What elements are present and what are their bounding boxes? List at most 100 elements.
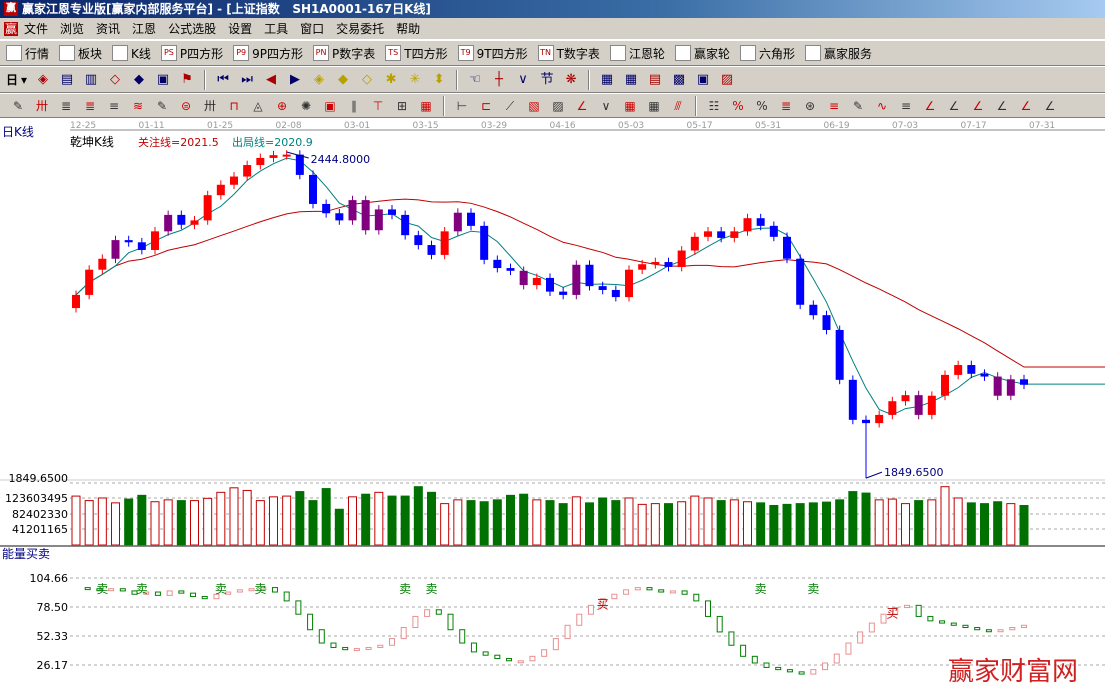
menu-help[interactable]: 帮助: [396, 22, 421, 36]
diamond-right-icon[interactable]: ◆: [338, 71, 349, 87]
target-icon[interactable]: ⊕: [276, 98, 288, 113]
box-icon[interactable]: ⊏: [480, 98, 492, 113]
toolbar-button-ps[interactable]: PS P四方形: [160, 45, 223, 62]
hand-icon[interactable]: ☜: [469, 71, 481, 87]
toolbar-button-dollar[interactable]: 赢家服务: [804, 45, 872, 62]
next-icon[interactable]: ▶: [290, 71, 301, 87]
win-angle-icon[interactable]: ∠: [1020, 98, 1032, 113]
toolbar-button-ts[interactable]: TS T四方形: [385, 45, 448, 62]
parallel-icon[interactable]: 卅: [35, 98, 48, 113]
toolbar-button-quote-table[interactable]: 行情: [6, 45, 49, 62]
calendar-icon[interactable]: ▦: [600, 71, 614, 87]
menu-browse[interactable]: 浏览: [60, 22, 85, 36]
cycle3-icon[interactable]: ▥: [84, 71, 98, 87]
chart-type-icon[interactable]: ◈: [38, 71, 49, 87]
flag-icon[interactable]: ⚑: [181, 71, 193, 87]
toolbar-button-gann-wheel[interactable]: 江恩轮: [609, 45, 665, 62]
toolbar-button-sector-block[interactable]: 板块: [59, 45, 102, 62]
sine-icon[interactable]: ∿: [876, 98, 888, 113]
grid-icon[interactable]: ▦: [420, 98, 432, 113]
four-angle-icon[interactable]: ∠: [1044, 98, 1056, 113]
circle-icon[interactable]: ⊜: [180, 98, 192, 113]
toolbar-button-hexagon[interactable]: 六角形: [739, 45, 795, 62]
cycle9-icon[interactable]: ◇: [110, 71, 121, 87]
brain-icon[interactable]: ❋: [565, 71, 577, 87]
toolbar-label: K线: [131, 46, 151, 61]
energy-bar: [470, 642, 477, 653]
range-icon[interactable]: ⊢: [456, 98, 468, 113]
last-icon[interactable]: ⏭: [241, 71, 253, 87]
n2-icon[interactable]: ⊓: [229, 98, 239, 113]
god-icon[interactable]: ⊤: [372, 98, 384, 113]
toolbar-button-p9[interactable]: P9 9P四方形: [233, 45, 303, 62]
period-dropdown[interactable]: 日 ▾: [6, 71, 27, 88]
toolbar-button-tn[interactable]: TN T数字表: [537, 45, 600, 62]
pen-icon[interactable]: ✎: [12, 98, 24, 113]
angle2-icon[interactable]: ∠: [924, 98, 936, 113]
toolbar-button-winner-wheel[interactable]: 赢家轮: [674, 45, 730, 62]
zigzag-icon[interactable]: ∨: [518, 71, 528, 87]
toolbar-button-kline[interactable]: K线: [112, 45, 151, 62]
save-icon[interactable]: ▩: [672, 71, 686, 87]
hatch-icon[interactable]: ⫻: [674, 98, 682, 113]
f-angle-icon[interactable]: ∠: [948, 98, 960, 113]
pen2-icon[interactable]: ✎: [156, 98, 168, 113]
first-icon[interactable]: ⏮: [217, 71, 229, 87]
toolbar-button-pn[interactable]: PN P数字表: [313, 45, 375, 62]
gold-angle-icon[interactable]: ∠: [972, 98, 984, 113]
network-icon[interactable]: ▣: [696, 71, 710, 87]
gold-ratio-icon[interactable]: ≣: [60, 98, 72, 113]
god-angle-icon[interactable]: ∠: [996, 98, 1008, 113]
formula-icon[interactable]: ▣: [156, 71, 170, 87]
toolbar-button-t9[interactable]: T9 9T四方形: [457, 45, 528, 62]
menu-formula[interactable]: 公式选股: [168, 22, 217, 36]
triangle-icon[interactable]: ◬: [253, 98, 263, 113]
diamond-v-icon[interactable]: ⬍: [433, 71, 445, 87]
fan-icon[interactable]: ⟋: [505, 98, 515, 113]
diamond-h-icon[interactable]: ◇: [362, 71, 373, 87]
menu-news[interactable]: 资讯: [96, 22, 121, 36]
report-icon[interactable]: ▤: [648, 71, 662, 87]
diamond-left-icon[interactable]: ◈: [314, 71, 325, 87]
table-icon[interactable]: ☷: [708, 98, 720, 113]
percent-icon[interactable]: %: [756, 98, 768, 113]
menu-file[interactable]: 文件: [24, 22, 49, 36]
spiral-icon[interactable]: ≋: [132, 98, 144, 113]
gold-ratio2-icon[interactable]: ≣: [84, 98, 96, 113]
pencil-icon[interactable]: ✎: [852, 98, 864, 113]
star-icon[interactable]: ✺: [300, 98, 312, 113]
menu-settings[interactable]: 设置: [228, 22, 253, 36]
wave-icon[interactable]: ∨: [601, 98, 611, 113]
candle-body: [585, 264, 594, 287]
notes-icon[interactable]: ▤: [60, 71, 74, 87]
gold-box-icon[interactable]: ≡: [900, 98, 912, 113]
percent-lines-icon[interactable]: ≣: [780, 98, 792, 113]
gold-lines-icon[interactable]: ≡: [828, 98, 840, 113]
percent-fan-icon[interactable]: %: [732, 98, 744, 113]
menu-window[interactable]: 窗口: [300, 22, 325, 36]
menu-logo[interactable]: 赢: [4, 21, 18, 36]
node-icon[interactable]: 节: [540, 71, 554, 87]
crosshair-icon[interactable]: ┼: [495, 71, 503, 87]
gann-lines-icon[interactable]: ∥: [351, 98, 357, 113]
win-icon[interactable]: ⊞: [396, 98, 408, 113]
fib-icon[interactable]: ≡: [108, 98, 120, 113]
menu-trade[interactable]: 交易委托: [336, 22, 385, 36]
diamond-star-icon[interactable]: ✳: [409, 71, 421, 87]
grid3-icon[interactable]: ▦: [648, 98, 660, 113]
square-icon[interactable]: ▣: [324, 98, 336, 113]
angle-icon[interactable]: ∠: [576, 98, 588, 113]
gold-coin-icon[interactable]: ⊛: [804, 98, 816, 113]
chart-area[interactable]: 日K线 乾坤K线 关注线=2021.5 出局线=2020.9 能量买卖 12-2…: [0, 118, 1105, 694]
lines-icon[interactable]: 卅: [203, 98, 216, 113]
trade-icon[interactable]: ▨: [720, 71, 734, 87]
fan-box2-icon[interactable]: ▨: [552, 98, 564, 113]
fan-box-icon[interactable]: ▧: [528, 98, 540, 113]
prev-icon[interactable]: ◀: [266, 71, 277, 87]
candle-type-icon[interactable]: ◆: [134, 71, 145, 87]
calculator-icon[interactable]: ▦: [624, 71, 638, 87]
diamond-x-icon[interactable]: ✱: [385, 71, 397, 87]
menu-gann[interactable]: 江恩: [132, 22, 157, 36]
menu-tools[interactable]: 工具: [264, 22, 289, 36]
grid2-icon[interactable]: ▦: [624, 98, 636, 113]
